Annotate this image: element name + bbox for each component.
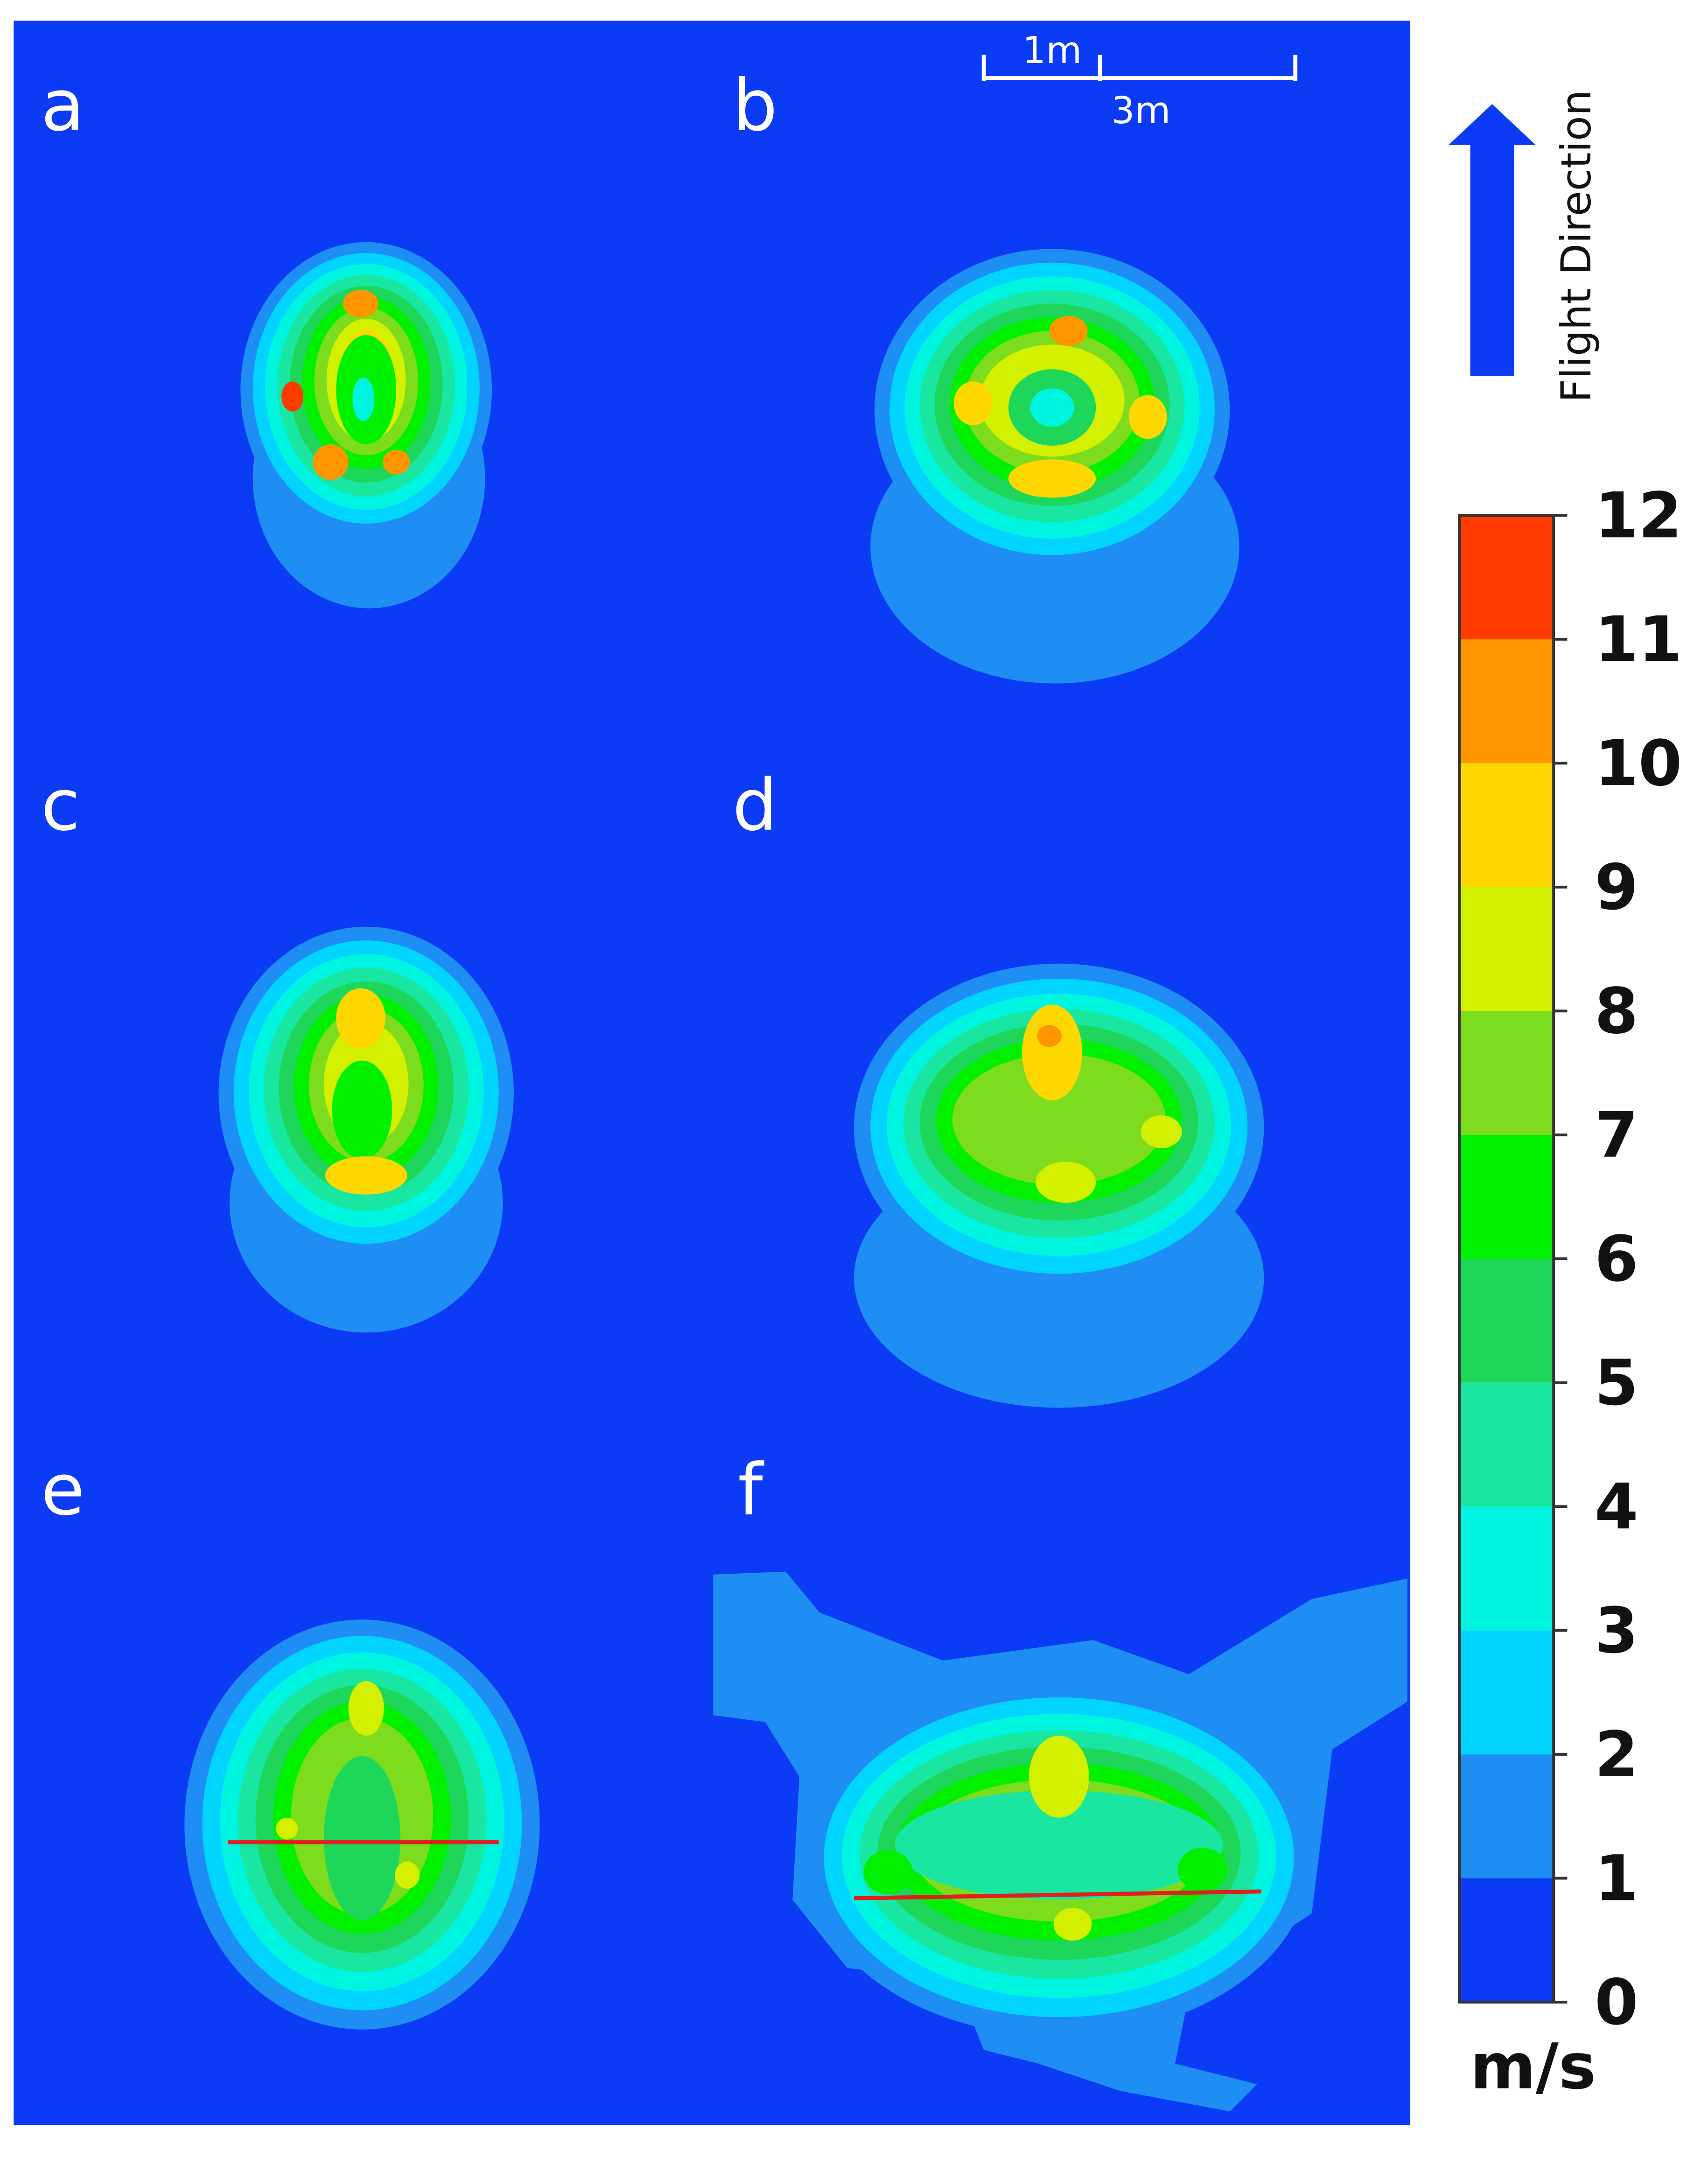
colorbar-band bbox=[1459, 1630, 1554, 1755]
contour-region bbox=[1036, 1162, 1096, 1203]
colorbar-tick-label: 8 bbox=[1595, 974, 1638, 1048]
panel-label: a bbox=[41, 64, 84, 147]
panel-label: d bbox=[732, 764, 777, 847]
colorbar-tick-label: 10 bbox=[1595, 727, 1682, 800]
contour-region bbox=[382, 449, 410, 475]
colorbar-tick-label: 7 bbox=[1595, 1099, 1638, 1172]
contour-region bbox=[348, 1681, 384, 1736]
colorbar-band bbox=[1459, 887, 1554, 1011]
contour-region bbox=[332, 1060, 392, 1159]
panel-label: b bbox=[732, 64, 777, 147]
arrow-shaft bbox=[1470, 142, 1514, 376]
colorbar-unit: m/s bbox=[1470, 2030, 1596, 2103]
colorbar-tick-label: 12 bbox=[1595, 479, 1682, 552]
scale-bar bbox=[981, 55, 1298, 81]
contour-region bbox=[1029, 1736, 1089, 1818]
contour-region bbox=[276, 1817, 298, 1840]
colorbar-band bbox=[1459, 1878, 1554, 2003]
contour-region bbox=[1030, 388, 1074, 427]
colorbar-tick-label: 0 bbox=[1595, 1966, 1638, 2039]
contour-region bbox=[313, 444, 349, 480]
colorbar-tick-label: 6 bbox=[1595, 1222, 1638, 1296]
contour-region bbox=[395, 1861, 420, 1889]
contour-region bbox=[952, 1054, 1166, 1185]
contour-region bbox=[1128, 395, 1167, 439]
contour-region bbox=[953, 381, 992, 426]
colorbar-tick-label: 4 bbox=[1595, 1470, 1638, 1543]
colorbar-band bbox=[1459, 1754, 1554, 1878]
contour-region bbox=[1141, 1115, 1182, 1149]
arrow-head bbox=[1448, 104, 1536, 145]
colorbar-tick-label: 9 bbox=[1595, 851, 1638, 924]
contours bbox=[184, 242, 1407, 2112]
contour-region bbox=[863, 1850, 913, 1894]
colorbar-band bbox=[1459, 1259, 1554, 1383]
contour-region bbox=[281, 381, 304, 412]
panel-label: f bbox=[738, 1449, 764, 1531]
colorbar-band bbox=[1459, 763, 1554, 887]
contour-region bbox=[1049, 315, 1088, 346]
panel-label: c bbox=[41, 764, 80, 847]
colorbar-band bbox=[1459, 515, 1554, 639]
colorbar-tick-label: 5 bbox=[1595, 1346, 1638, 1420]
contour-region bbox=[336, 988, 385, 1049]
section-line bbox=[854, 1889, 1261, 1900]
panel-labels: a b c d e f bbox=[41, 64, 777, 1531]
colorbar-tick-label: 11 bbox=[1595, 603, 1682, 676]
flight-direction-label: Flight Direction bbox=[1552, 90, 1600, 403]
colorbar-tick-label: 1 bbox=[1595, 1842, 1638, 1915]
contour-region bbox=[1053, 1908, 1092, 1941]
contour-region bbox=[1037, 1025, 1062, 1047]
scale-label: 3m bbox=[1111, 89, 1170, 132]
scale-label: 1m bbox=[1022, 29, 1082, 72]
contour-region bbox=[1177, 1848, 1227, 1892]
contour-region bbox=[323, 1756, 400, 1920]
contour-region bbox=[1022, 1004, 1082, 1100]
colorbar-tick-label: 3 bbox=[1595, 1594, 1638, 1667]
contour-region bbox=[343, 290, 379, 317]
contour-region bbox=[895, 1790, 1223, 1900]
colorbar-band bbox=[1459, 1382, 1554, 1507]
contour-region bbox=[352, 377, 375, 421]
panel-label: e bbox=[41, 1449, 85, 1531]
colorbar-tick-label: 2 bbox=[1595, 1718, 1638, 1791]
colorbar-band bbox=[1459, 1135, 1554, 1259]
colorbar-band bbox=[1459, 1506, 1554, 1631]
contour-region bbox=[1008, 459, 1096, 498]
colorbar-band bbox=[1459, 1011, 1554, 1135]
colorbar-band bbox=[1459, 639, 1554, 764]
contour-region bbox=[325, 1156, 407, 1195]
